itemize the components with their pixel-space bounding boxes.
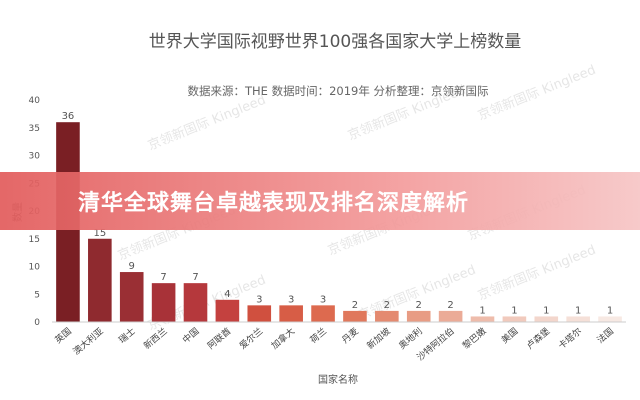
category-label: 加拿大 xyxy=(269,325,297,352)
bar xyxy=(215,299,240,322)
bar-value-label: 7 xyxy=(192,272,198,283)
bar xyxy=(88,238,112,322)
bar xyxy=(343,310,367,322)
category-label: 卡塔尔 xyxy=(556,325,584,352)
bar-value-label: 1 xyxy=(543,305,549,316)
bar xyxy=(375,310,399,322)
category-label: 阿联酋 xyxy=(205,325,233,352)
y-tick-label: 0 xyxy=(34,318,40,328)
bar-value-label: 7 xyxy=(160,272,166,283)
category-label: 中国 xyxy=(180,325,202,346)
category-label: 卢森堡 xyxy=(524,325,552,352)
bar xyxy=(502,316,527,322)
x-axis-label: 国家名称 xyxy=(318,373,358,386)
bar xyxy=(598,316,622,322)
bar-value-label: 9 xyxy=(129,261,135,272)
category-label: 瑞士 xyxy=(116,325,138,346)
chart-title: 世界大学国际视野世界100强各国家大学上榜数量 xyxy=(149,32,521,52)
bar xyxy=(470,316,495,322)
category-label: 荷兰 xyxy=(307,325,329,346)
bar-value-label: 3 xyxy=(320,294,326,305)
category-label: 爱尔兰 xyxy=(237,325,265,352)
bar-value-label: 1 xyxy=(479,305,485,316)
bar xyxy=(566,316,590,322)
y-tick-label: 30 xyxy=(29,152,41,162)
bar xyxy=(438,310,463,322)
category-label: 黎巴嫩 xyxy=(460,325,488,352)
bar xyxy=(534,316,559,322)
watermark-text: 京领新国际 Kingleed xyxy=(146,92,268,154)
bar xyxy=(279,305,303,322)
watermark-text: 京领新国际 Kingleed xyxy=(476,62,598,124)
bar-value-label: 2 xyxy=(447,300,453,311)
category-label: 英国 xyxy=(52,325,74,346)
category-label: 新加坡 xyxy=(364,325,392,352)
bar-value-label: 2 xyxy=(384,300,390,311)
bar-value-label: 15 xyxy=(93,228,106,239)
bar-value-label: 3 xyxy=(288,294,294,305)
watermark-text: 京领新国际 Kingleed xyxy=(476,242,598,304)
y-tick-label: 15 xyxy=(29,235,40,245)
bar-value-label: 2 xyxy=(352,300,358,311)
bar xyxy=(247,305,272,322)
category-label: 法国 xyxy=(594,325,616,346)
category-label: 澳大利亚 xyxy=(70,325,105,357)
bar-value-label: 1 xyxy=(607,305,613,316)
bar-value-label: 3 xyxy=(256,294,262,305)
bar xyxy=(311,305,335,322)
y-tick-label: 35 xyxy=(29,124,40,134)
chart-subtitle: 数据来源：THE 数据时间：2019年 分析整理：京领新国际 xyxy=(187,84,488,98)
headline-banner: 清华全球舞台卓越表现及排名深度解析 xyxy=(0,172,640,230)
bar-value-label: 1 xyxy=(511,305,517,316)
y-tick-label: 5 xyxy=(34,290,40,300)
bar-value-label: 1 xyxy=(575,305,581,316)
bar-value-label: 36 xyxy=(62,111,75,122)
bar xyxy=(406,310,431,322)
y-tick-label: 40 xyxy=(29,96,41,106)
category-label: 丹麦 xyxy=(339,325,361,346)
category-label: 奥地利 xyxy=(396,325,424,352)
bars: 36英国15澳大利亚9瑞士7新西兰7中国4阿联酋3爱尔兰3加拿大3荷兰2丹麦2新… xyxy=(52,111,622,363)
bar-value-label: 4 xyxy=(224,289,230,300)
y-tick-label: 10 xyxy=(29,263,41,273)
bar-value-label: 2 xyxy=(416,300,422,311)
bar xyxy=(151,283,176,322)
bar xyxy=(183,283,208,322)
category-label: 美国 xyxy=(499,325,521,346)
bar xyxy=(119,272,144,322)
headline-text: 清华全球舞台卓越表现及排名深度解析 xyxy=(78,191,470,216)
